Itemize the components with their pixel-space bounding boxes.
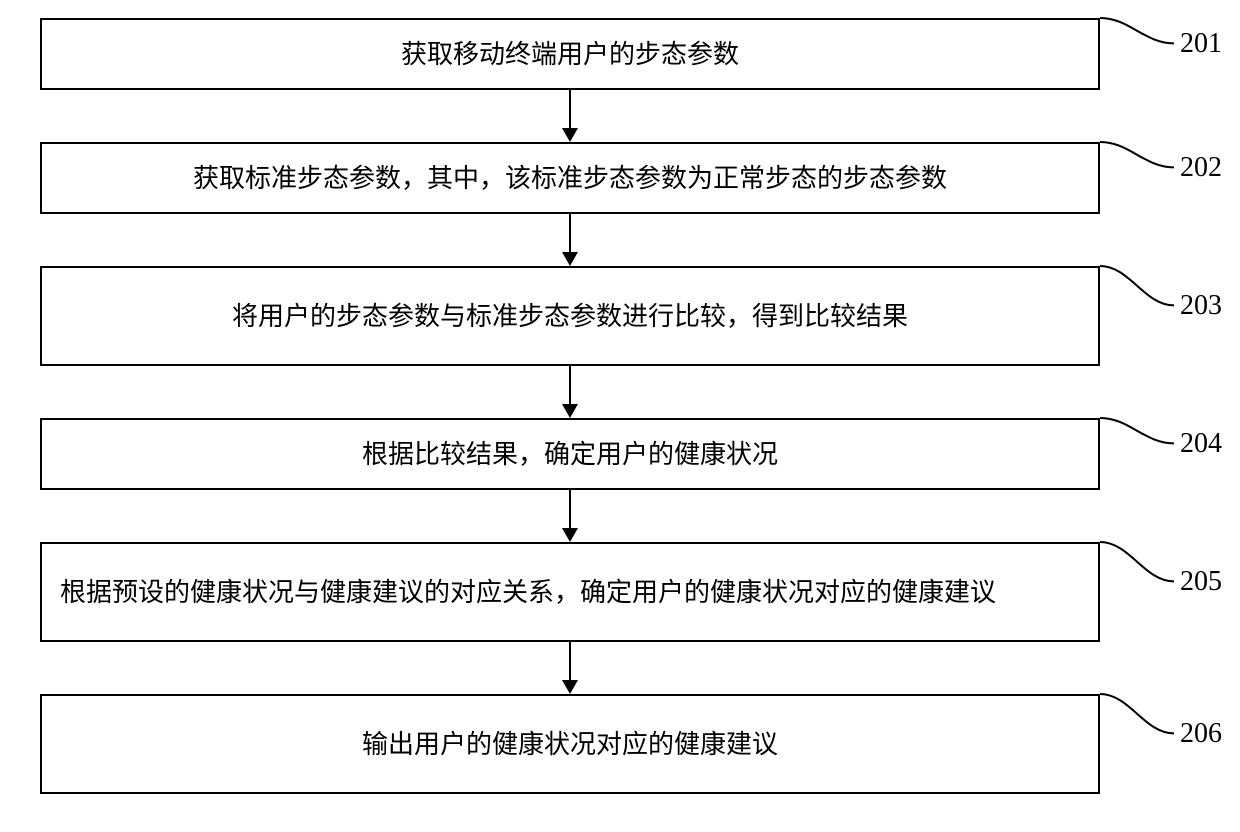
- arrow-head-203-204: [562, 404, 578, 418]
- step-label-205: 205: [1180, 566, 1222, 598]
- label-connector-205: [1100, 534, 1184, 597]
- label-connector-201: [1100, 10, 1184, 59]
- arrow-stem-201-202: [569, 90, 571, 128]
- step-box-206: 输出用户的健康状况对应的健康建议: [40, 694, 1100, 794]
- step-box-205: 根据预设的健康状况与健康建议的对应关系，确定用户的健康状况对应的健康建议: [40, 542, 1100, 642]
- step-label-203: 203: [1180, 290, 1222, 322]
- step-box-203: 将用户的步态参数与标准步态参数进行比较，得到比较结果: [40, 266, 1100, 366]
- label-connector-204: [1100, 410, 1184, 459]
- arrow-head-201-202: [562, 128, 578, 142]
- step-text-204: 根据比较结果，确定用户的健康状况: [60, 435, 1080, 474]
- label-connector-202: [1100, 134, 1184, 183]
- arrow-head-202-203: [562, 252, 578, 266]
- step-text-206: 输出用户的健康状况对应的健康建议: [60, 725, 1080, 764]
- label-connector-203: [1100, 258, 1184, 321]
- step-text-203: 将用户的步态参数与标准步态参数进行比较，得到比较结果: [60, 297, 1080, 336]
- step-text-202: 获取标准步态参数，其中，该标准步态参数为正常步态的步态参数: [60, 159, 1080, 198]
- step-box-202: 获取标准步态参数，其中，该标准步态参数为正常步态的步态参数: [40, 142, 1100, 214]
- step-text-205: 根据预设的健康状况与健康建议的对应关系，确定用户的健康状况对应的健康建议: [60, 573, 1080, 612]
- step-label-206: 206: [1180, 718, 1222, 750]
- arrow-stem-203-204: [569, 366, 571, 404]
- arrow-head-205-206: [562, 680, 578, 694]
- step-label-201: 201: [1180, 28, 1222, 60]
- flowchart-canvas: 获取移动终端用户的步态参数 201 获取标准步态参数，其中，该标准步态参数为正常步态…: [0, 0, 1240, 832]
- arrow-stem-202-203: [569, 214, 571, 252]
- label-connector-206: [1100, 686, 1184, 749]
- step-text-201: 获取移动终端用户的步态参数: [60, 35, 1080, 74]
- step-box-204: 根据比较结果，确定用户的健康状况: [40, 418, 1100, 490]
- step-label-204: 204: [1180, 428, 1222, 460]
- arrow-head-204-205: [562, 528, 578, 542]
- arrow-stem-205-206: [569, 642, 571, 680]
- step-box-201: 获取移动终端用户的步态参数: [40, 18, 1100, 90]
- arrow-stem-204-205: [569, 490, 571, 528]
- step-label-202: 202: [1180, 152, 1222, 184]
